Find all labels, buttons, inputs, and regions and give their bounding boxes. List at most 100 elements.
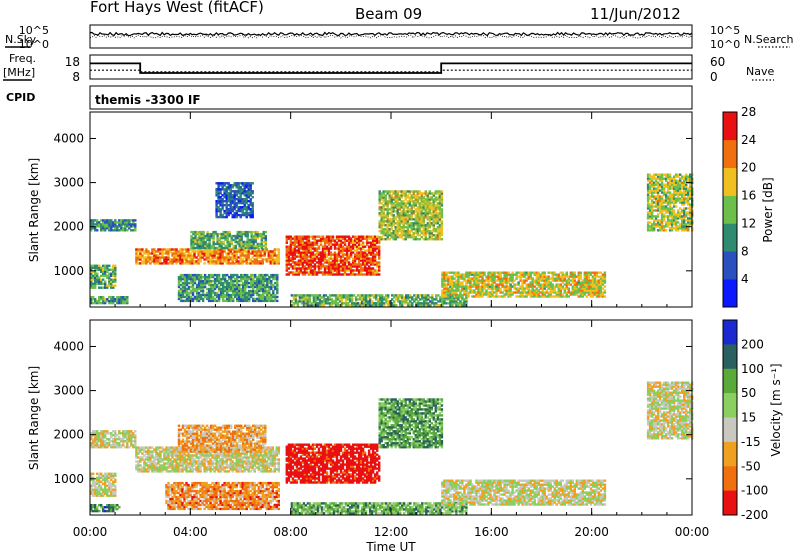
heatmap-cell: [340, 294, 344, 297]
heatmap-cell: [221, 202, 224, 205]
heatmap-cell: [323, 249, 327, 252]
heatmap-cell: [106, 268, 109, 271]
heatmap-cell: [535, 273, 538, 276]
heatmap-cell: [244, 273, 247, 277]
heatmap-cell: [650, 213, 654, 216]
heatmap-cell: [209, 275, 213, 279]
heatmap-cell: [322, 294, 326, 297]
heatmap-cell: [132, 229, 135, 232]
heatmap-cell: [404, 226, 407, 229]
heatmap-cell: [380, 212, 383, 215]
heatmap-cell: [426, 212, 430, 215]
heatmap-cell: [270, 297, 273, 301]
heatmap-cell: [422, 212, 426, 215]
heatmap-cell: [547, 271, 550, 274]
heatmap-cell: [219, 258, 222, 261]
heatmap-cell: [197, 281, 201, 285]
heatmap-cell: [94, 301, 97, 305]
heatmap-cell: [681, 185, 684, 188]
heatmap-cell: [248, 285, 251, 289]
heatmap-cell: [349, 269, 353, 272]
heatmap-cell: [243, 256, 246, 259]
heatmap-cell: [203, 285, 207, 289]
heatmap-cell: [483, 293, 486, 296]
heatmap-cell: [90, 280, 93, 283]
heatmap-cell: [463, 277, 466, 280]
heatmap-cell: [681, 215, 684, 218]
heatmap-cell: [658, 225, 662, 228]
heatmap-cell: [294, 294, 298, 297]
heatmap-cell: [215, 208, 218, 211]
heatmap-cell: [343, 247, 347, 250]
heatmap-cell: [377, 294, 380, 297]
heatmap-cell: [485, 285, 488, 288]
heatmap-cell: [221, 285, 225, 289]
heatmap-cell: [440, 212, 444, 215]
heatmap-cell: [317, 259, 321, 262]
heatmap-cell: [414, 222, 418, 225]
heatmap-cell: [455, 279, 458, 282]
heatmap-cell: [685, 189, 688, 192]
heatmap-cell: [371, 253, 375, 256]
heatmap-cell: [116, 296, 119, 299]
heatmap-cell: [380, 208, 383, 211]
heatmap-cell: [181, 283, 185, 287]
heatmap-cell: [221, 256, 224, 259]
heatmap-cell: [245, 250, 248, 253]
heatmap-cell: [189, 262, 192, 265]
heatmap-cell: [535, 277, 538, 280]
heatmap-cell: [363, 261, 367, 264]
heatmap-cell: [252, 293, 255, 297]
heatmap-cell: [340, 296, 344, 299]
heatmap-cell: [368, 296, 372, 299]
heatmap-cell: [92, 278, 95, 281]
heatmap-cell: [315, 271, 319, 274]
heatmap-cell: [217, 281, 221, 285]
heatmap-cell: [269, 252, 273, 255]
heatmap-cell: [108, 264, 111, 267]
heatmap-cell: [662, 207, 666, 210]
heatmap-cell: [169, 262, 172, 265]
heatmap-cell: [92, 264, 95, 267]
heatmap-cell: [679, 187, 682, 190]
heatmap-cell: [539, 273, 542, 276]
heatmap-cell: [441, 291, 444, 294]
heatmap-cell: [681, 209, 684, 212]
heatmap-cell: [413, 294, 416, 297]
heatmap-cell: [229, 262, 232, 265]
heatmap-cell: [399, 296, 402, 299]
heatmap-cell: [495, 289, 498, 292]
heatmap-cell: [687, 195, 690, 198]
heatmap-cell: [199, 287, 203, 291]
heatmap-cell: [346, 298, 350, 301]
heatmap-cell: [541, 291, 544, 294]
heatmap-cell: [670, 195, 674, 198]
heatmap-cell: [185, 256, 188, 259]
heatmap-cell: [256, 232, 260, 236]
heatmap-cell: [666, 211, 670, 214]
heatmap-cell: [650, 229, 654, 232]
heatmap-cell: [461, 304, 464, 307]
heatmap-cell: [679, 211, 682, 214]
heatmap-cell: [672, 191, 676, 194]
heatmap-cell: [543, 275, 546, 278]
heatmap-cell: [449, 271, 452, 274]
heatmap-cell: [571, 291, 575, 294]
heatmap-cell: [395, 296, 398, 299]
heatmap-cell: [334, 304, 338, 307]
heatmap-cell: [366, 300, 370, 303]
heatmap-cell: [301, 239, 305, 242]
heatmap-cell: [403, 296, 406, 299]
heatmap-cell: [358, 298, 362, 301]
heatmap-cell: [190, 242, 193, 246]
heatmap-cell: [475, 281, 478, 284]
heatmap-cell: [561, 285, 565, 288]
heatmap-cell: [505, 271, 508, 274]
heatmap-cell: [359, 265, 363, 268]
heatmap-cell: [583, 291, 587, 294]
heatmap-cell: [259, 260, 263, 263]
heatmap-cell: [232, 238, 235, 242]
heatmap-cell: [230, 289, 233, 293]
heatmap-cell: [314, 296, 318, 299]
heatmap-cell: [214, 230, 217, 234]
